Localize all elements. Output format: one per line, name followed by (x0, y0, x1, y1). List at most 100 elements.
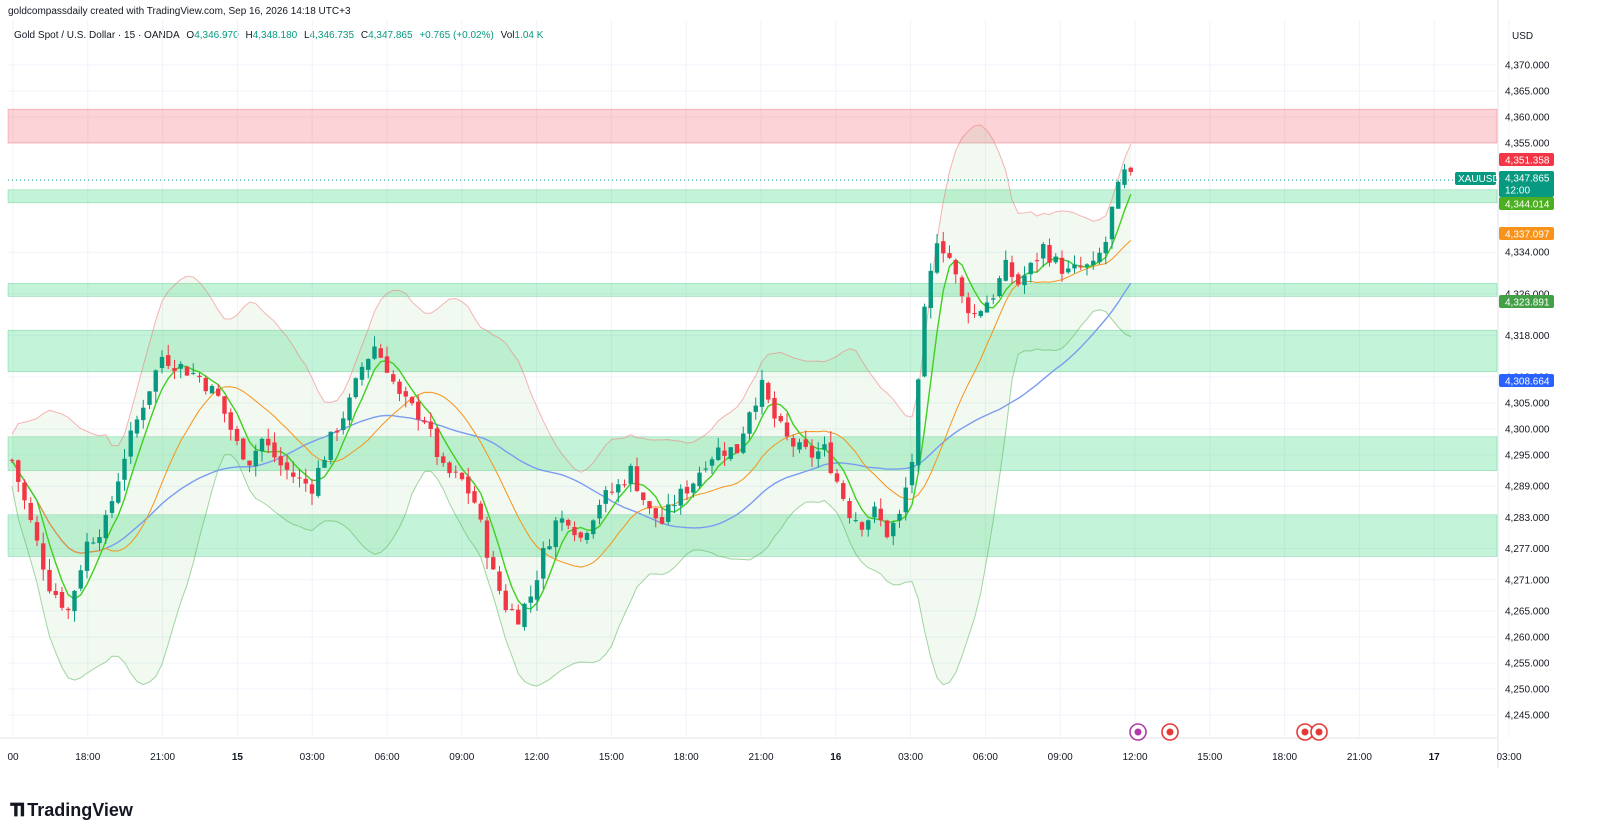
candle-body (166, 355, 171, 366)
high-value: 4,348.180 (252, 30, 298, 41)
candle-body (247, 460, 252, 466)
candle-body (909, 461, 915, 486)
zone-green (7, 514, 1498, 557)
candle-body (16, 460, 21, 482)
y-tick-label: 4,334.000 (1505, 248, 1550, 259)
candle-body (1116, 181, 1121, 209)
x-tick-label: 18:00 (75, 752, 100, 763)
candle-body (91, 542, 96, 544)
candle-body (416, 401, 421, 420)
candle-body (691, 483, 696, 493)
candle-body (566, 519, 571, 526)
volume-label: Vol (500, 30, 515, 41)
price-tag-box (1499, 295, 1554, 308)
y-tick-label: 4,250.000 (1505, 685, 1550, 696)
y-tick-label: 4,370.000 (1505, 61, 1550, 72)
candle-body (941, 241, 946, 254)
tradingview-logo[interactable]: 𝐓𝐈 TradingView (10, 800, 133, 821)
x-tick-label: 21:00 (150, 752, 175, 763)
candle-body (716, 447, 721, 460)
candle-body (172, 368, 177, 372)
x-tick-label: 15 (232, 752, 244, 763)
candle-body (209, 386, 215, 394)
candle-body (441, 456, 446, 463)
high-label: H (245, 30, 253, 41)
x-tick-label: 17 (1429, 752, 1441, 763)
candles (9, 163, 1133, 631)
candle-body (672, 505, 677, 507)
symbol-tag-box (1455, 172, 1496, 185)
candle-body (584, 533, 590, 540)
zone-red (7, 108, 1498, 144)
candle-body (34, 522, 40, 541)
candle-body (334, 430, 340, 433)
price-tag-value: 4,337.097 (1505, 230, 1550, 241)
tradingview-logo-icon: 𝐓𝐈 (10, 800, 25, 820)
candle-body (84, 541, 90, 571)
x-tick-label: 09:00 (1048, 752, 1073, 763)
candle-body (28, 502, 33, 520)
candle-body (241, 438, 246, 460)
candle-body (1103, 241, 1108, 254)
candle-body (997, 278, 1002, 297)
x-tick-label: 06:00 (374, 752, 399, 763)
tradingview-brand-text: TradingView (27, 800, 133, 820)
candle-body (1028, 262, 1033, 275)
candle-body (872, 506, 877, 518)
zone-green (7, 283, 1498, 297)
candle-body (97, 537, 102, 544)
symbol-title[interactable]: Gold Spot / U.S. Dollar · 15 · OANDA (14, 30, 180, 41)
price-tag-box (1499, 374, 1554, 387)
candle-body (47, 569, 52, 592)
y-tick-label: 4,283.000 (1505, 513, 1550, 524)
y-tick-label: 4,300.000 (1505, 425, 1550, 436)
candle-body (822, 444, 827, 450)
candle-body (259, 438, 265, 452)
candle-body (203, 378, 208, 392)
price-tag-value: 4,344.014 (1505, 200, 1550, 211)
candle-body (1047, 245, 1052, 263)
candle-body (666, 504, 671, 522)
candle-body (1122, 169, 1127, 185)
candle-body (547, 546, 552, 550)
candle-body (491, 557, 496, 570)
candle-body (347, 397, 352, 421)
candle-body (1072, 264, 1077, 269)
candle-body (922, 306, 927, 377)
candle-body (891, 522, 896, 537)
candle-body (434, 428, 440, 457)
candle-body (1066, 268, 1071, 273)
candle-body (553, 520, 558, 548)
candle-body (403, 391, 408, 397)
candle-body (753, 405, 758, 412)
candle-body (772, 397, 777, 419)
candle-body (116, 481, 121, 503)
candle-body (128, 430, 133, 457)
candle-body (216, 388, 221, 396)
x-tick-label: 18:00 (674, 752, 699, 763)
candle-body (534, 580, 540, 600)
event-icon-dot (1134, 728, 1142, 736)
candle-body (928, 270, 933, 309)
bollinger-upper (11, 124, 1132, 473)
candle-body (828, 442, 833, 474)
candle-body (353, 378, 358, 398)
candle-body (503, 590, 508, 611)
candle-body (697, 472, 702, 487)
candle-body (278, 456, 283, 466)
candle-body (659, 517, 665, 524)
y-tick-label: 4,289.000 (1505, 482, 1550, 493)
currency-label[interactable]: USD (1512, 31, 1534, 42)
ma-orange-line (11, 240, 1132, 568)
price-chart[interactable]: 4,245.000 4,250.000 4,255.000 4,260.000 4,26… (0, 0, 1600, 790)
candle-body (284, 462, 290, 470)
candle-body (359, 366, 365, 380)
close-label: C (360, 30, 369, 41)
candle-body (653, 508, 658, 519)
event-icon-dot (1315, 728, 1323, 736)
candle-body (959, 277, 965, 297)
candle-body (791, 438, 796, 447)
candle-body (41, 543, 46, 570)
candle-body (453, 471, 458, 473)
